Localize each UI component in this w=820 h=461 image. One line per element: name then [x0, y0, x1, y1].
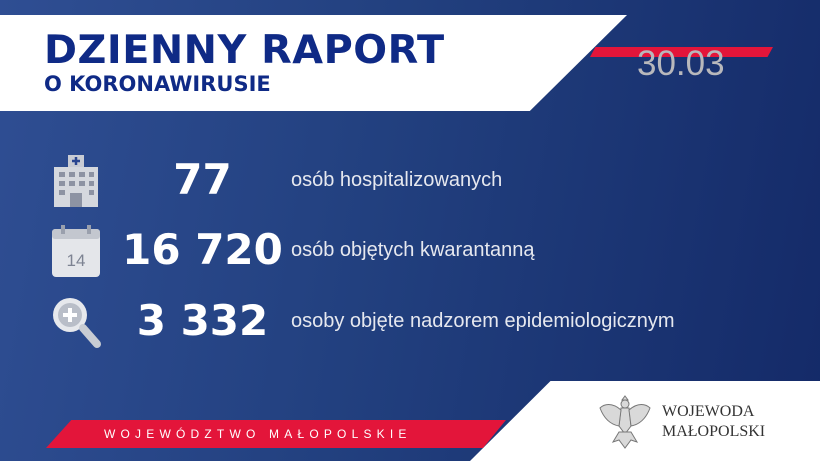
region-band	[46, 420, 506, 448]
stat-label: osób objętych kwarantanną	[291, 239, 535, 261]
hospital-icon	[54, 155, 98, 207]
magnifier-plus-icon	[53, 298, 101, 348]
logo-line-2: MAŁOPOLSKI	[662, 423, 766, 440]
region-name: WOJEWÓDZTWO MAŁOPOLSKIE	[104, 427, 412, 441]
red-stripe	[590, 47, 773, 57]
title-banner	[0, 15, 627, 111]
eagle-emblem-icon	[599, 395, 651, 449]
stat-value: 77	[173, 155, 232, 204]
calendar-day: 14	[67, 251, 86, 270]
logo-line-1: WOJEWODA	[662, 403, 755, 420]
stat-value: 16 720	[122, 225, 283, 274]
stat-row-quarantine: 14 16 720 osób objętych kwarantanną	[0, 223, 820, 283]
page-subtitle: O KORONAWIRUSIE	[44, 72, 271, 96]
stat-row-surveillance: 3 332 osoby objęte nadzorem epidemiologi…	[0, 294, 820, 354]
stat-row-hospitalized: 77 osób hospitalizowanych	[0, 153, 820, 213]
stat-label: osoby objęte nadzorem epidemiologicznym	[291, 310, 675, 332]
report-date: 30.03	[637, 44, 725, 83]
governor-logo-text: WOJEWODA MAŁOPOLSKI	[662, 402, 765, 442]
page-title: DZIENNY RAPORT	[44, 28, 445, 73]
calendar-icon: 14	[52, 225, 100, 277]
stat-label: osób hospitalizowanych	[291, 169, 503, 191]
stat-value: 3 332	[136, 296, 269, 345]
